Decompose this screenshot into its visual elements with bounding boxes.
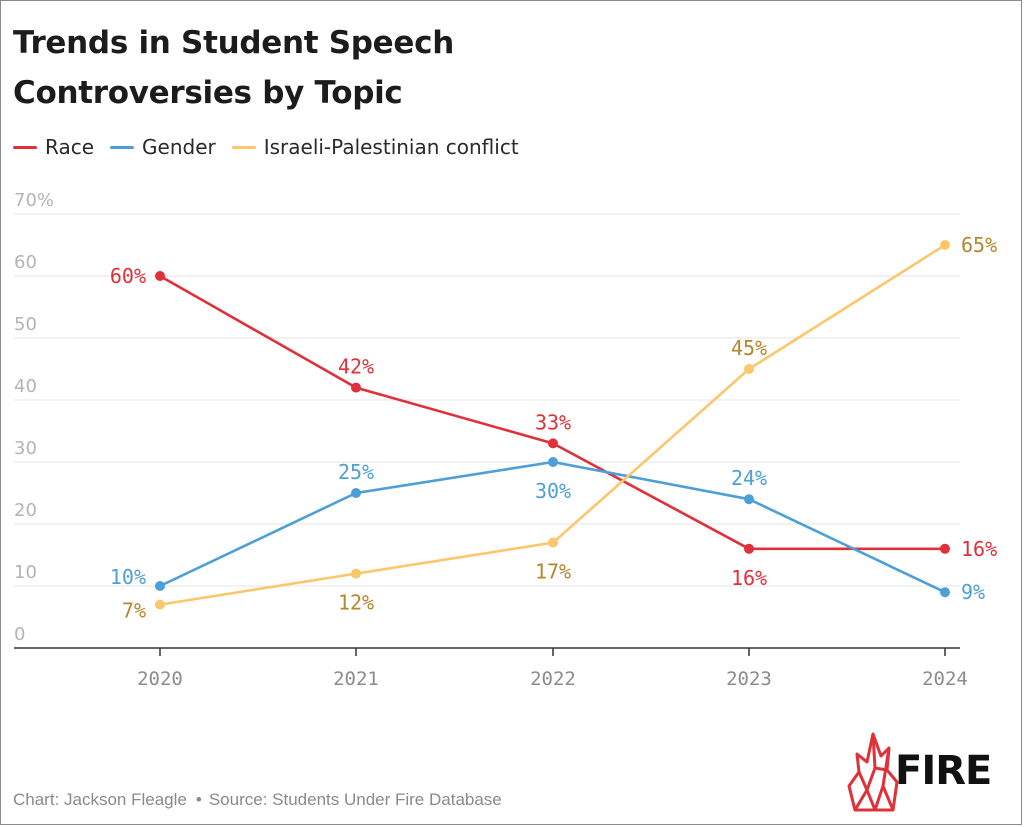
fire-logo: FIRE (845, 728, 1017, 818)
data-point-gender-2021 (351, 488, 361, 498)
source-credit: Source: Students Under Fire Database (208, 790, 502, 809)
data-label-gender-2023: 24% (731, 466, 767, 490)
x-tick-label-2023: 2023 (726, 668, 772, 690)
data-label-race-2020: 60% (110, 264, 146, 288)
data-point-gender-2020 (155, 581, 165, 591)
x-tick-label-2024: 2024 (922, 668, 968, 690)
legend-item-israeli-palestinian: Israeli-Palestinian conflict (231, 135, 519, 159)
chart-title-line-2: Controversies by Topic (13, 75, 403, 111)
legend-item-race: Race (13, 135, 94, 159)
x-tick-label-2022: 2022 (530, 668, 576, 690)
data-label-gender-2022: 30% (535, 479, 571, 503)
data-label-race-2023: 16% (731, 566, 767, 590)
legend-label-israeli-palestinian: Israeli-Palestinian conflict (263, 135, 519, 159)
data-label-race-2024: 16% (961, 537, 997, 561)
flame-icon (847, 732, 899, 812)
legend-swatch-gender (110, 145, 135, 149)
legend-swatch-race (13, 145, 37, 149)
chart-title-line-1: Trends in Student Speech (13, 25, 454, 61)
data-point-race-2021 (351, 382, 361, 393)
logo-text: FIRE (895, 748, 992, 794)
data-point-race-2023 (744, 543, 754, 554)
y-tick-label-20: 20 (14, 500, 37, 521)
data-label-gender-2021: 25% (338, 460, 374, 484)
line-chart: 0 10 20 30 40 50 60 70% 2020 2021 2022 2023 2024 60% 4… (14, 190, 997, 690)
data-label-israeli-palestinian-2022: 17% (535, 560, 571, 584)
data-point-israeli-palestinian-2022 (548, 537, 558, 548)
data-point-race-2022 (548, 438, 558, 449)
data-point-race-2024 (940, 543, 950, 554)
data-point-gender-2022 (548, 457, 558, 467)
chart-title: Trends in Student Speech Controversies b… (13, 18, 454, 118)
footer: Chart: Jackson Fleagle • Source: Students … (13, 790, 502, 810)
legend-label-gender: Gender (142, 135, 216, 159)
data-label-gender-2024: 9% (961, 580, 985, 604)
data-point-race-2020 (155, 271, 165, 281)
data-label-race-2021: 42% (338, 355, 374, 379)
data-label-race-2022: 33% (535, 410, 571, 434)
data-label-israeli-palestinian-2021: 12% (338, 591, 374, 615)
footer-separator: • (195, 790, 202, 809)
y-tick-label-10: 10 (14, 562, 37, 583)
y-tick-label-50: 50 (14, 314, 37, 335)
data-point-israeli-palestinian-2021 (351, 568, 361, 579)
x-tick-label-2021: 2021 (333, 668, 379, 690)
data-point-israeli-palestinian-2023 (744, 364, 754, 374)
legend-label-race: Race (45, 135, 95, 159)
data-point-gender-2024 (940, 587, 950, 598)
data-point-israeli-palestinian-2020 (155, 599, 165, 610)
x-tick-label-2020: 2020 (137, 668, 183, 690)
y-tick-label-30: 30 (14, 438, 37, 459)
legend: Race Gender Israeli-Palestinian conflict (13, 133, 535, 161)
data-point-israeli-palestinian-2024 (940, 240, 950, 250)
legend-item-gender: Gender (110, 135, 216, 159)
y-tick-label-40: 40 (14, 376, 37, 397)
data-label-israeli-palestinian-2023: 45% (731, 336, 767, 360)
y-tick-label-60: 60 (14, 252, 37, 273)
y-tick-label-0: 0 (14, 624, 25, 645)
legend-swatch-israeli-palestinian (231, 145, 256, 149)
chart-credit: Chart: Jackson Fleagle (13, 790, 187, 809)
y-tick-label-70: 70% (14, 190, 54, 211)
data-label-israeli-palestinian-2024: 65% (961, 233, 997, 257)
data-label-israeli-palestinian-2020: 7% (122, 599, 146, 623)
data-label-gender-2020: 10% (110, 565, 146, 589)
data-point-gender-2023 (744, 494, 754, 505)
